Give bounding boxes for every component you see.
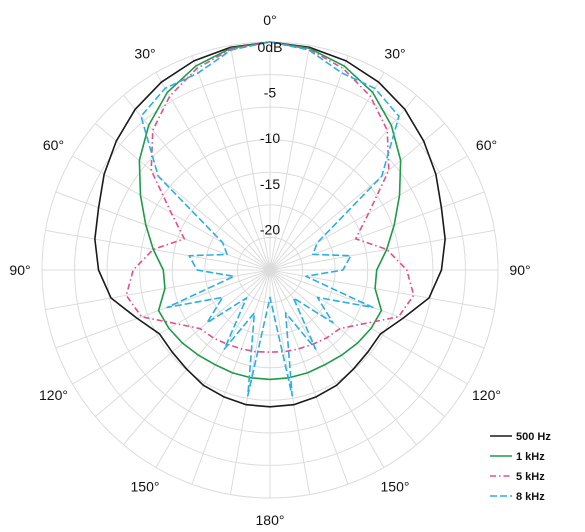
angle-label: 150°: [131, 479, 160, 495]
legend-entry: 5 kHz: [516, 471, 545, 483]
angle-label: 150°: [381, 479, 410, 495]
grid-spoke: [123, 95, 271, 271]
grid-spoke: [269, 123, 445, 271]
angle-label: 90°: [509, 262, 530, 278]
grid-spoke: [269, 229, 495, 271]
radial-tick-label: -10: [260, 130, 280, 146]
series-line-2: [125, 41, 415, 353]
polar-grid: [41, 41, 499, 499]
grid-spoke: [55, 269, 271, 349]
angle-label: 0°: [263, 12, 276, 28]
grid-spoke: [269, 55, 349, 271]
angle-label: 120°: [472, 387, 501, 403]
grid-spoke: [269, 45, 311, 271]
label-layer: 0° 30° 60° 90° 120° 150° 180° 150° 120° 90° 60° 30°…: [9, 12, 530, 528]
grid-spoke: [269, 191, 485, 271]
grid-spoke: [269, 269, 468, 385]
grid-spoke: [269, 95, 417, 271]
radial-tick-label: -15: [260, 176, 280, 192]
radial-tick-label: 0dB: [258, 39, 283, 55]
grid-spoke: [269, 269, 385, 468]
grid-spoke: [269, 269, 311, 495]
angle-label: 90°: [9, 262, 30, 278]
angle-label: 120°: [39, 387, 68, 403]
legend: 500 Hz 1 kHz 5 kHz 8 kHz: [490, 431, 551, 503]
legend-entry: 8 kHz: [516, 491, 545, 503]
angle-label: 30°: [134, 45, 155, 61]
radial-tick-label: -20: [260, 221, 280, 237]
angle-label: 180°: [256, 512, 285, 528]
grid-spoke: [55, 191, 271, 271]
grid-spoke: [95, 123, 271, 271]
grid-spoke: [269, 155, 468, 271]
series-line-3: [140, 41, 400, 397]
grid-spoke: [45, 229, 271, 271]
grid-spoke: [269, 269, 349, 485]
grid-spoke: [191, 269, 271, 485]
grid-spoke: [269, 269, 485, 349]
grid-spoke: [269, 72, 385, 271]
legend-entry: 1 kHz: [516, 451, 545, 463]
series-line-0: [94, 41, 446, 408]
legend-entry: 500 Hz: [516, 431, 551, 443]
grid-spoke: [72, 269, 271, 385]
grid-spoke: [191, 55, 271, 271]
series-layer: [94, 41, 446, 408]
grid-spoke: [229, 45, 271, 271]
angle-label: 60°: [476, 137, 497, 153]
series-line-1: [138, 41, 402, 381]
radial-tick-label: -5: [264, 85, 277, 101]
angle-label: 30°: [384, 45, 405, 61]
angle-label: 60°: [43, 137, 64, 153]
grid-spoke: [155, 269, 271, 468]
grid-spoke: [155, 72, 271, 271]
